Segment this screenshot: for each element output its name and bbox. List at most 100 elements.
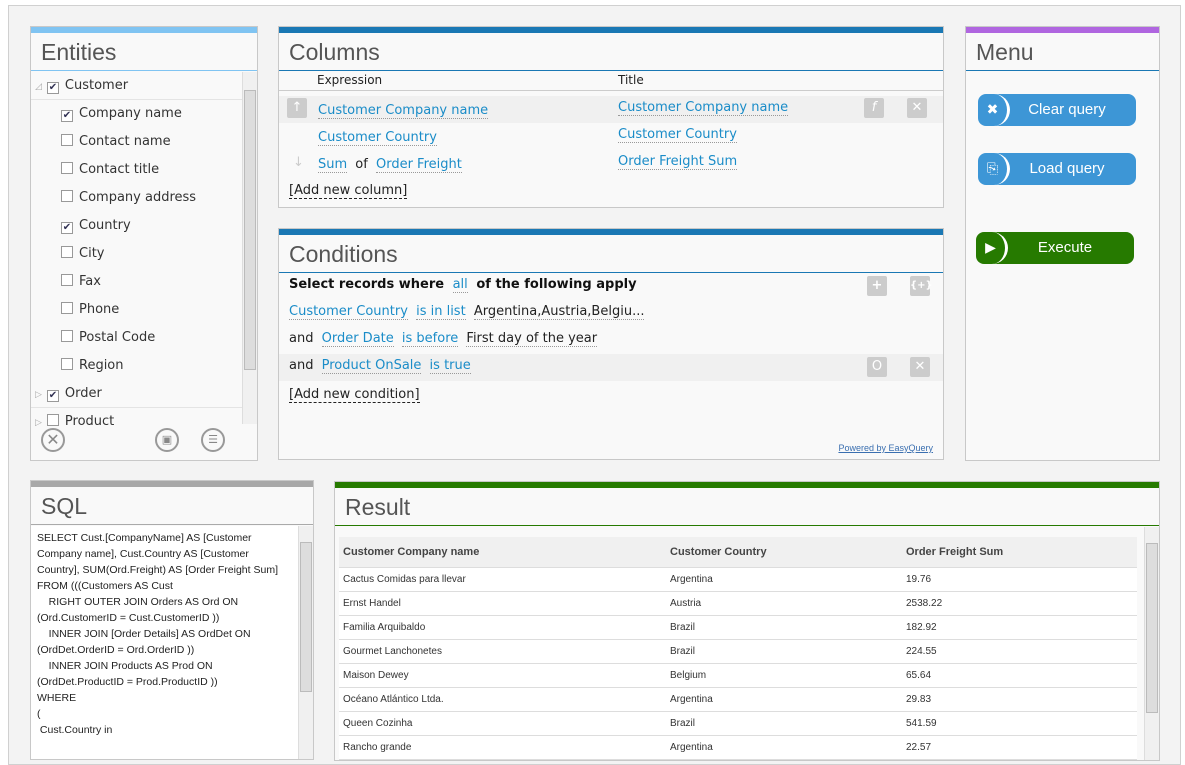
result-row[interactable]: Océano Atlántico Ltda. Argentina 29.83 bbox=[339, 687, 1137, 712]
match-mode[interactable]: all bbox=[452, 277, 468, 293]
result-row[interactable]: Gourmet Lanchonetes Brazil 224.55 bbox=[339, 639, 1137, 664]
condition-value[interactable]: First day of the year bbox=[466, 331, 598, 347]
attribute-item[interactable]: Contact title bbox=[31, 156, 242, 184]
expand-icon[interactable]: ▷ bbox=[35, 390, 42, 400]
attribute-checkbox[interactable] bbox=[61, 134, 73, 146]
condition-attribute[interactable]: Customer Country bbox=[289, 304, 408, 320]
result-header[interactable]: Customer Company name bbox=[339, 537, 666, 568]
result-cell: Rancho grande bbox=[339, 735, 666, 760]
condition-row[interactable]: and Order Date is before First day of th… bbox=[279, 327, 943, 354]
add-condition-link[interactable]: [Add new condition] bbox=[289, 387, 420, 403]
column-row[interactable]: ↑ Customer Company name Customer Company… bbox=[279, 96, 943, 123]
column-row[interactable]: Customer Country Customer Country bbox=[279, 123, 943, 150]
attribute-item[interactable]: ✔ Country bbox=[31, 212, 242, 240]
attribute-checkbox[interactable] bbox=[61, 330, 73, 342]
condition-operator[interactable]: is true bbox=[429, 358, 471, 374]
entity-group[interactable]: ▷ ✔ Order bbox=[31, 380, 242, 408]
clear-query-button[interactable]: ✖ Clear query bbox=[978, 94, 1136, 126]
result-row[interactable]: Cactus Comidas para llevar Argentina 19.76 bbox=[339, 567, 1137, 592]
column-expression[interactable]: Order Freight bbox=[375, 157, 462, 173]
table-view-icon[interactable]: ▣ bbox=[155, 428, 179, 452]
result-row[interactable]: Rancho grande Argentina 22.57 bbox=[339, 735, 1137, 760]
sql-text[interactable]: SELECT Cust.[CompanyName] AS [Customer C… bbox=[31, 526, 298, 759]
function-icon[interactable]: f bbox=[864, 98, 884, 118]
aggregate-function[interactable]: Sum bbox=[318, 157, 348, 173]
result-row[interactable]: Ernst Handel Austria 2538.22 bbox=[339, 591, 1137, 616]
entity-checkbox[interactable]: ✔ bbox=[46, 82, 59, 94]
result-row[interactable]: Queen Cozinha Brazil 541.59 bbox=[339, 711, 1137, 736]
move-down-icon[interactable]: ↓ bbox=[293, 155, 304, 170]
attribute-checkbox[interactable] bbox=[61, 358, 73, 370]
entity-group[interactable]: ◿ ✔ Customer bbox=[31, 72, 242, 100]
attribute-checkbox[interactable]: ✔ bbox=[61, 110, 73, 122]
toggle-enable-icon[interactable]: O bbox=[867, 357, 887, 377]
condition-operator[interactable]: is before bbox=[401, 331, 459, 347]
attribute-item[interactable]: ✔ Company name bbox=[31, 100, 242, 128]
result-scrollbar[interactable] bbox=[1144, 527, 1159, 760]
attribute-checkbox[interactable] bbox=[61, 274, 73, 286]
delete-icon[interactable]: ✕ bbox=[910, 357, 930, 377]
load-query-button[interactable]: ⎘ Load query bbox=[978, 153, 1136, 185]
expand-icon[interactable]: ▷ bbox=[35, 418, 42, 427]
result-cell: Argentina bbox=[666, 687, 902, 712]
collapse-icon[interactable]: ◿ bbox=[35, 82, 42, 92]
result-row[interactable]: Familia Arquibaldo Brazil 182.92 bbox=[339, 615, 1137, 640]
column-row[interactable]: ↓ Sum of Order Freight Order Freight Sum bbox=[279, 150, 943, 177]
attribute-checkbox[interactable]: ✔ bbox=[61, 222, 73, 234]
of-label: of bbox=[355, 157, 368, 172]
condition-row[interactable]: and Product OnSale is true O ✕ bbox=[279, 354, 943, 381]
sql-panel: SQL SELECT Cust.[CompanyName] AS [Custom… bbox=[30, 480, 314, 760]
entities-scrollbar[interactable] bbox=[242, 72, 257, 424]
entity-group[interactable]: ▷ Product bbox=[31, 408, 242, 427]
attribute-checkbox[interactable] bbox=[61, 162, 73, 174]
attribute-checkbox[interactable] bbox=[61, 190, 73, 202]
attribute-item[interactable]: Phone bbox=[31, 296, 242, 324]
column-title[interactable]: Order Freight Sum bbox=[618, 154, 738, 170]
attribute-checkbox[interactable] bbox=[61, 302, 73, 314]
condition-attribute[interactable]: Order Date bbox=[321, 331, 394, 347]
attribute-item[interactable]: City bbox=[31, 240, 242, 268]
expression-header: Expression bbox=[317, 73, 383, 87]
add-condition-icon[interactable]: + bbox=[867, 276, 887, 296]
attribute-label: Phone bbox=[79, 302, 120, 317]
condition-attribute[interactable]: Product OnSale bbox=[321, 358, 422, 374]
attribute-item[interactable]: Fax bbox=[31, 268, 242, 296]
result-cell: Argentina bbox=[666, 567, 902, 592]
condition-value[interactable]: Argentina,Austria,Belgiu... bbox=[473, 304, 645, 320]
condition-row[interactable]: Customer Country is in list Argentina,Au… bbox=[279, 300, 943, 327]
result-cell: 224.55 bbox=[902, 639, 1137, 664]
attribute-item[interactable]: Company address bbox=[31, 184, 242, 212]
sql-title: SQL bbox=[31, 487, 313, 525]
list-view-icon[interactable]: ☰ bbox=[201, 428, 225, 452]
attribute-item[interactable]: Region bbox=[31, 352, 242, 380]
attribute-item[interactable]: Contact name bbox=[31, 128, 242, 156]
result-cell: Gourmet Lanchonetes bbox=[339, 639, 666, 664]
attribute-checkbox[interactable] bbox=[61, 246, 73, 258]
entity-tree[interactable]: ◿ ✔ Customer ✔ Company name Contact name Conta… bbox=[31, 72, 242, 427]
clear-entities-icon[interactable]: ✕ bbox=[41, 428, 65, 452]
add-group-icon[interactable]: {+} bbox=[910, 276, 933, 296]
column-title[interactable]: Customer Country bbox=[618, 127, 737, 143]
menu-title: Menu bbox=[966, 33, 1159, 71]
delete-icon[interactable]: ✕ bbox=[907, 98, 927, 118]
columns-title: Columns bbox=[279, 33, 943, 71]
sql-scrollbar[interactable] bbox=[298, 526, 313, 759]
column-expression[interactable]: Customer Company name bbox=[318, 103, 489, 119]
powered-by-link[interactable]: Powered by EasyQuery bbox=[838, 443, 933, 453]
result-header[interactable]: Order Freight Sum bbox=[902, 537, 1137, 568]
entity-checkbox[interactable]: ✔ bbox=[46, 390, 59, 402]
execute-button[interactable]: ▶ Execute bbox=[976, 232, 1134, 264]
add-column-link[interactable]: [Add new column] bbox=[289, 183, 408, 199]
column-expression[interactable]: Customer Country bbox=[318, 130, 437, 146]
conditions-lead: Select records where bbox=[289, 277, 445, 292]
column-title[interactable]: Customer Company name bbox=[618, 100, 789, 116]
result-row[interactable]: Maison Dewey Belgium 65.64 bbox=[339, 663, 1137, 688]
entity-label: Order bbox=[64, 386, 102, 401]
move-up-icon[interactable]: ↑ bbox=[287, 98, 307, 118]
result-header[interactable]: Customer Country bbox=[666, 537, 902, 568]
condition-operator[interactable]: is in list bbox=[416, 304, 466, 320]
result-cell: Austria bbox=[666, 591, 902, 616]
entity-checkbox[interactable] bbox=[46, 414, 59, 426]
attribute-item[interactable]: Postal Code bbox=[31, 324, 242, 352]
conditions-panel: Conditions Select records where all of t… bbox=[278, 228, 944, 460]
